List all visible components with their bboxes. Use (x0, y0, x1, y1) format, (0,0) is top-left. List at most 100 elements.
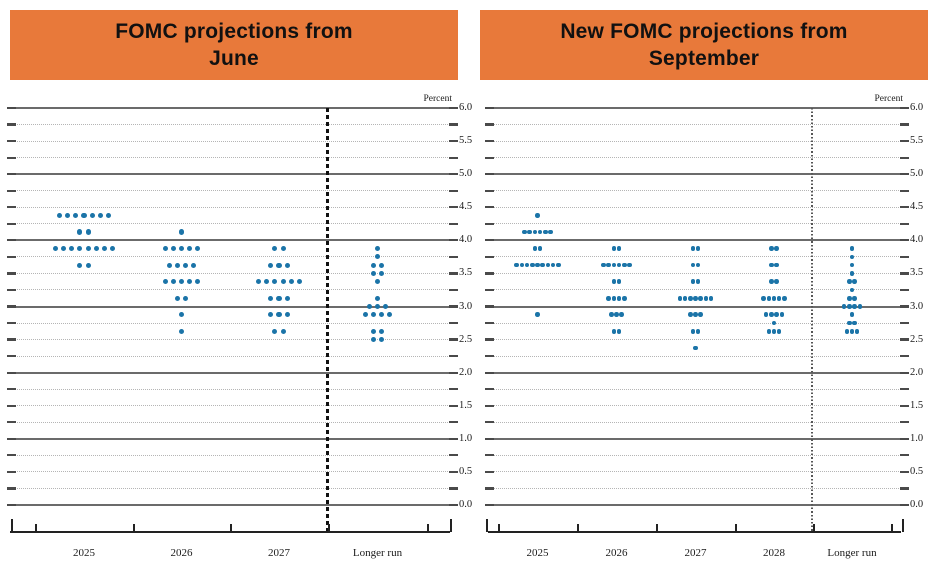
gridline-dotted (486, 272, 903, 274)
projection-dot (187, 246, 193, 252)
gridline-dotted (486, 339, 903, 341)
projection-dot (769, 279, 774, 284)
y-tick-right (449, 470, 458, 473)
y-tick-right (900, 338, 909, 341)
projection-dot (170, 246, 176, 252)
y-tick-left (485, 454, 494, 457)
projection-dot (195, 279, 201, 285)
gridline-solid (8, 173, 452, 176)
y-tick-left (485, 173, 494, 176)
projection-dot (60, 246, 67, 252)
projection-dot (280, 246, 286, 252)
projection-dot (527, 229, 532, 235)
projection-dot (677, 295, 683, 301)
projection-dot (379, 312, 385, 318)
y-tick-left (485, 206, 494, 209)
projection-dot (296, 279, 303, 285)
projection-dot (609, 312, 614, 318)
projection-dot (540, 262, 545, 268)
projection-dot (601, 262, 606, 268)
y-tick-left (485, 156, 494, 159)
x-axis-tick (577, 524, 579, 532)
gridline-solid (486, 107, 903, 109)
projection-dot (611, 295, 617, 301)
y-tick-right (449, 404, 458, 407)
y-tick-right (900, 156, 909, 159)
gridline-solid (486, 239, 903, 242)
x-axis-end-tick (486, 519, 488, 532)
y-tick-left (7, 123, 16, 126)
projection-dot (682, 295, 688, 301)
y-tick-right (900, 355, 909, 358)
projection-dot (530, 262, 535, 268)
gridline-dotted (486, 471, 903, 473)
projection-dot (847, 304, 852, 309)
x-axis-category-label: 2027 (684, 547, 707, 559)
y-tick-left (485, 272, 494, 275)
gridline-dotted (8, 471, 452, 473)
gridline-dotted (8, 223, 452, 225)
y-tick-right (449, 255, 458, 258)
x-axis-tick (328, 524, 330, 532)
gridline-solid (8, 504, 452, 506)
projection-dot (690, 279, 696, 284)
projection-dot (276, 295, 282, 301)
projection-dot (614, 312, 619, 318)
gridline-dotted (8, 388, 452, 390)
x-axis-tick (813, 524, 815, 532)
y-axis-unit-label: Percent (423, 94, 453, 104)
dot-plot-september: 6.0 5.5 5.0 4.5 4.0 3.5 3.0 2.5 2.0 1.5 1.0 0.5 0.0 P… (470, 0, 940, 579)
projection-dot (162, 279, 168, 285)
y-tick-left (485, 421, 494, 424)
gridline-solid (8, 107, 452, 109)
projection-dot (849, 254, 855, 260)
y-tick-left (485, 404, 494, 407)
y-axis-label: 6.0 (910, 102, 924, 113)
y-tick-left (7, 421, 16, 424)
y-tick-right (449, 371, 458, 374)
y-tick-left (485, 355, 494, 358)
gridline-solid (486, 305, 903, 308)
projection-dot (779, 312, 785, 318)
projection-dot (698, 312, 703, 318)
projection-dot (849, 271, 855, 276)
projection-dot (268, 295, 274, 301)
y-tick-left (7, 255, 16, 258)
y-tick-right (449, 189, 458, 192)
projection-dot (97, 212, 103, 219)
y-tick-left (7, 222, 16, 225)
projection-dot (616, 279, 622, 284)
y-axis-label: 5.0 (910, 168, 924, 180)
projection-dot (370, 328, 376, 334)
x-axis-category-label: Longer run (827, 547, 877, 559)
projection-dot (545, 262, 551, 268)
projection-dot (766, 295, 772, 301)
projection-dot (769, 262, 774, 268)
y-tick-left (7, 355, 16, 358)
projection-dot (693, 345, 698, 351)
gridline-dotted (486, 388, 903, 390)
projection-dot (276, 262, 282, 268)
projection-dot (849, 287, 855, 293)
projection-dot (89, 212, 95, 219)
y-tick-right (449, 106, 458, 110)
projection-dot (170, 279, 176, 285)
gridline-solid (8, 239, 452, 242)
gridline-dotted (8, 421, 452, 423)
y-tick-left (485, 305, 494, 308)
projection-dot (695, 329, 701, 334)
y-axis-label: 3.5 (910, 267, 924, 279)
gridline-dotted (8, 289, 452, 291)
chart-title-line-2: June (209, 47, 259, 70)
y-tick-left (7, 239, 16, 242)
projection-dot (622, 262, 627, 268)
gridline-dotted (8, 322, 452, 324)
y-tick-left (485, 371, 494, 374)
projection-dot (849, 312, 855, 318)
y-axis-label: 4.0 (910, 234, 924, 246)
projection-dot (268, 312, 274, 318)
projection-dot (690, 246, 696, 251)
y-tick-left (485, 487, 494, 490)
gridline-dotted (486, 454, 903, 456)
y-tick-right (900, 503, 909, 507)
